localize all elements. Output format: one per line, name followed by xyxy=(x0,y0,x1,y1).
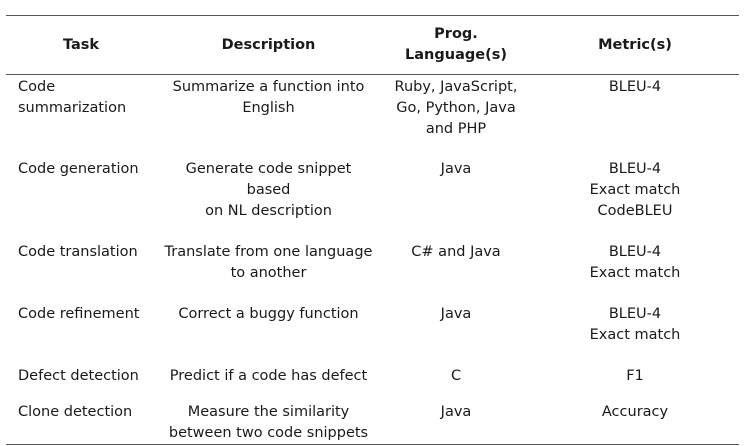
cell-task: Code generation xyxy=(6,157,156,239)
cell-description-line: Generate code snippet based xyxy=(185,161,352,198)
cell-language-line: Java xyxy=(440,306,472,322)
cell-metric-line: CodeBLEU xyxy=(597,203,673,219)
cell-metric-line: BLEU-4 xyxy=(608,306,662,322)
cell-language: Java xyxy=(381,301,531,363)
header-metric: Metric(s) xyxy=(598,36,672,53)
cell-metric-line: Exact match xyxy=(589,327,681,343)
cell-metric-line: Exact match xyxy=(589,182,681,198)
cell-metric-line: Accuracy xyxy=(601,404,669,420)
cell-description-line: Predict if a code has defect xyxy=(169,368,368,384)
cell-metric: F1 xyxy=(531,363,739,399)
cell-description-line: Correct a buggy function xyxy=(178,306,359,322)
cell-language-line: Java xyxy=(440,404,472,420)
cell-description-line: Summarize a function into xyxy=(172,79,365,95)
cell-metric-line: BLEU-4 xyxy=(608,161,662,177)
table-row: Code summarization Summarize a function in… xyxy=(6,75,739,158)
table-row: Clone detection Measure the similarity bet… xyxy=(6,399,739,445)
table-header-row: Task Description Prog. Language(s) Metri… xyxy=(6,15,739,75)
table-row: Code translation Translate from one langu… xyxy=(6,239,739,301)
cell-task: Defect detection xyxy=(6,363,156,399)
cell-language-line: C# and Java xyxy=(411,244,501,260)
cell-description-line: English xyxy=(242,100,295,116)
cell-language: Java xyxy=(381,157,531,239)
cell-task-line: Code xyxy=(18,79,56,95)
cell-language: Ruby, JavaScript, Go, Python, Java and PHP xyxy=(381,75,531,158)
cell-metric-line: BLEU-4 xyxy=(608,244,662,260)
cell-task: Clone detection xyxy=(6,399,156,445)
header-description: Description xyxy=(221,36,316,53)
cell-description: Translate from one language to another xyxy=(156,239,381,301)
cell-description: Summarize a function into English xyxy=(156,75,381,158)
cell-description-line: Translate from one language xyxy=(164,244,373,260)
header-task: Task xyxy=(62,36,100,53)
cell-language-line: Ruby, JavaScript, xyxy=(394,79,518,95)
cell-metric-line: Exact match xyxy=(589,265,681,281)
cell-description: Predict if a code has defect xyxy=(156,363,381,399)
header-language-line-1: Prog. xyxy=(434,26,478,42)
cell-metric-line: BLEU-4 xyxy=(608,79,662,95)
cell-metric: BLEU-4 Exact match CodeBLEU xyxy=(531,157,739,239)
cell-task: Code refinement xyxy=(6,301,156,363)
cell-metric: BLEU-4 Exact match xyxy=(531,239,739,301)
cell-language-line: Java xyxy=(440,161,472,177)
cell-language: C xyxy=(381,363,531,399)
cell-task-line: Code generation xyxy=(18,161,139,177)
cell-metric: BLEU-4 Exact match xyxy=(531,301,739,363)
cell-language: Java xyxy=(381,399,531,445)
cell-description-line: on NL description xyxy=(205,203,332,219)
cell-task-line: Defect detection xyxy=(18,368,139,384)
header-language: Prog. Language(s) xyxy=(381,16,531,75)
cell-language-line: and PHP xyxy=(425,121,487,137)
tasks-table: Task Description Prog. Language(s) Metri… xyxy=(6,15,739,445)
cell-language-line: C xyxy=(450,368,462,384)
cell-description-line: between two code snippets xyxy=(168,425,369,441)
cell-language: C# and Java xyxy=(381,239,531,301)
cell-task-line: Code translation xyxy=(18,244,138,260)
cell-description: Measure the similarity between two code s… xyxy=(156,399,381,445)
table-row: Code refinement Correct a buggy function J… xyxy=(6,301,739,363)
cell-metric-line: F1 xyxy=(626,368,644,384)
cell-task: Code translation xyxy=(6,239,156,301)
table-row: Code generation Generate code snippet bas… xyxy=(6,157,739,239)
cell-task-line: summarization xyxy=(18,100,127,116)
header-language-line-2: Language(s) xyxy=(405,47,507,63)
cell-description: Correct a buggy function xyxy=(156,301,381,363)
cell-language-line: Go, Python, Java xyxy=(396,100,516,116)
cell-task-line: Code refinement xyxy=(18,306,140,322)
cell-description-line: to another xyxy=(230,265,307,281)
cell-task-line: Clone detection xyxy=(18,404,133,420)
cell-metric: BLEU-4 xyxy=(531,75,739,158)
cell-task: Code summarization xyxy=(6,75,156,158)
cell-description-line: Measure the similarity xyxy=(187,404,350,420)
tasks-table-container: Task Description Prog. Language(s) Metri… xyxy=(6,15,739,445)
table-row: Defect detection Predict if a code has de… xyxy=(6,363,739,399)
cell-description: Generate code snippet based on NL descrip… xyxy=(156,157,381,239)
table-body: Code summarization Summarize a function in… xyxy=(6,75,739,445)
cell-metric: Accuracy xyxy=(531,399,739,445)
